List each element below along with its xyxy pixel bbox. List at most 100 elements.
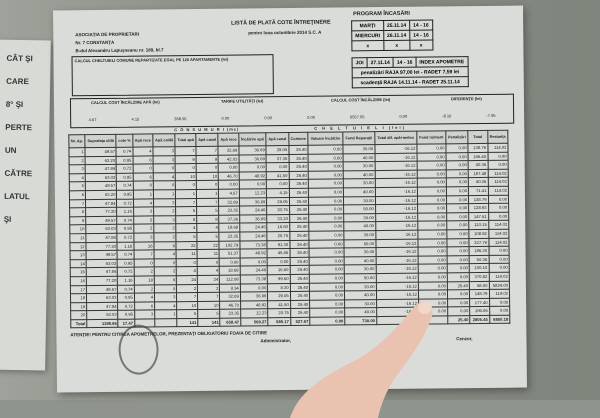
table-cell: 13: [70, 250, 87, 260]
table-cell: 26.40: [288, 162, 309, 172]
table-cell: 0.95: [116, 172, 134, 182]
column-header: Nr. Ap.: [68, 134, 86, 148]
table-cell: 26.40: [288, 179, 309, 189]
table-cell: 3: [153, 146, 176, 156]
table-cell: -16.12: [375, 187, 418, 197]
table-cell: 30.00: [343, 178, 376, 188]
table-cell: 0: [153, 181, 176, 190]
table-cell: 0.00: [308, 144, 344, 154]
table-cell: 114.02: [487, 186, 509, 195]
table-cell: 8.30: [267, 283, 291, 292]
table-cell: 0.00: [446, 220, 469, 230]
table-cell: 0.00: [445, 143, 469, 153]
table-cell: 0.00: [417, 186, 447, 196]
column-header: cote %: [116, 134, 133, 148]
utility-rates-header: TARIFE UTILITĂŢI (lei): [220, 98, 264, 104]
table-cell: 0.00: [446, 186, 469, 196]
table-cell: 0: [133, 258, 155, 268]
index-table: JOI 27.11.14 14 - 16 INDEX APOMETRE penaliz…: [352, 56, 469, 88]
table-cell: 40.00: [343, 187, 376, 197]
table-cell: 63.03: [86, 259, 118, 268]
table-cell: 0.74: [117, 215, 134, 225]
table-cell: -16.12: [376, 281, 419, 291]
table-cell: 0: [175, 180, 197, 190]
table-cell: -16.12: [375, 212, 418, 222]
table-cell: 2: [133, 267, 155, 277]
table-cell: 0.00: [308, 187, 344, 197]
rate-value: 6557.05: [349, 114, 365, 120]
table-cell: 0.00: [489, 297, 510, 307]
table-cell: 2: [154, 267, 177, 276]
table-cell: 4: [176, 223, 197, 233]
table-cell: 7: [197, 292, 221, 302]
table-cell: 10: [175, 172, 197, 182]
table-cell: 30.00: [343, 196, 376, 206]
table-cell: 18.68: [219, 223, 240, 233]
table-cell: 0.00: [488, 254, 510, 264]
table-cell: 4: [133, 198, 154, 208]
table-cell: 47.84: [86, 267, 118, 277]
table-cell: 0: [154, 284, 177, 294]
table-cell: 0.00: [447, 246, 470, 256]
table-cell: 166.40: [468, 152, 488, 161]
schedule-cell: 14 - 16: [409, 20, 433, 31]
table-cell: 112.08: [219, 274, 241, 284]
table-cell: 0.00: [488, 246, 510, 256]
table-cell: 73.38: [240, 274, 268, 284]
table-cell: 147.61: [468, 212, 489, 221]
column-header: Fond rulment: [416, 130, 446, 145]
table-cell: 11: [69, 233, 87, 243]
table-cell: 0: [132, 164, 154, 173]
table-cell: 49.57: [85, 147, 117, 157]
table-cell: 5: [69, 182, 86, 191]
table-cell: 2: [134, 284, 155, 294]
table-cell: 29.05: [266, 145, 289, 155]
table-cell: 7: [176, 292, 198, 302]
table-cell: 0.00: [446, 212, 469, 222]
table-cell: 0: [176, 258, 198, 268]
notice-line: CÂT ŞI: [6, 53, 33, 64]
table-cell: 2: [69, 156, 86, 165]
table-cell: 49.57: [86, 284, 118, 294]
table-cell: 4: [176, 266, 198, 276]
table-cell: 0.00: [309, 248, 345, 258]
table-cell: 0: [153, 163, 176, 173]
column-header: Încălzire apă: [238, 132, 267, 147]
table-cell: 114.02: [488, 220, 509, 230]
table-cell: -16.12: [375, 238, 418, 248]
table-cell: 4: [196, 223, 220, 233]
table-cell: 26.40: [289, 188, 309, 198]
table-cell: 7: [175, 198, 197, 207]
table-cell: 24.46: [239, 231, 268, 241]
table-cell: 22: [176, 241, 198, 250]
table-cell: 2: [153, 206, 177, 216]
table-cell: 0.00: [309, 239, 345, 249]
rates-box: CALCUL COST ÎNCĂLZIRE APĂ (lei) TARIFE U…: [69, 93, 515, 129]
table-cell: 138.79: [468, 194, 489, 204]
column-header: Total: [467, 130, 488, 144]
table-cell: 0.00: [446, 195, 469, 205]
table-cell: 0.00: [418, 272, 448, 282]
table-cell: 50.00: [344, 273, 377, 283]
total-cell: 569.27: [240, 317, 269, 327]
table-cell: 11: [176, 249, 198, 259]
table-cell: 114.02: [487, 143, 509, 153]
table-cell: 4.15: [266, 188, 290, 198]
table-cell: 30.00: [344, 282, 377, 292]
column-header: Apă rece: [132, 133, 154, 148]
column-header: Total dif. apă+meteo: [374, 131, 417, 145]
column-header: Apă caldă: [152, 133, 176, 147]
table-cell: 0.00: [447, 306, 470, 316]
total-cell: Total: [70, 319, 87, 329]
table-cell: 0.00: [446, 203, 469, 213]
rate-value: 0.00: [221, 115, 230, 121]
table-cell: 10: [69, 224, 86, 234]
table-cell: 0.00: [488, 203, 509, 213]
table-cell: 20.75: [267, 308, 291, 318]
table-cell: 26.40: [289, 214, 309, 223]
table-cell: 4.67: [218, 189, 240, 198]
column-header: Fond Reparaţii: [342, 131, 375, 145]
schedule-cell: x: [409, 40, 433, 51]
table-cell: 16: [133, 241, 155, 251]
total-cell: 585.17: [268, 317, 291, 327]
